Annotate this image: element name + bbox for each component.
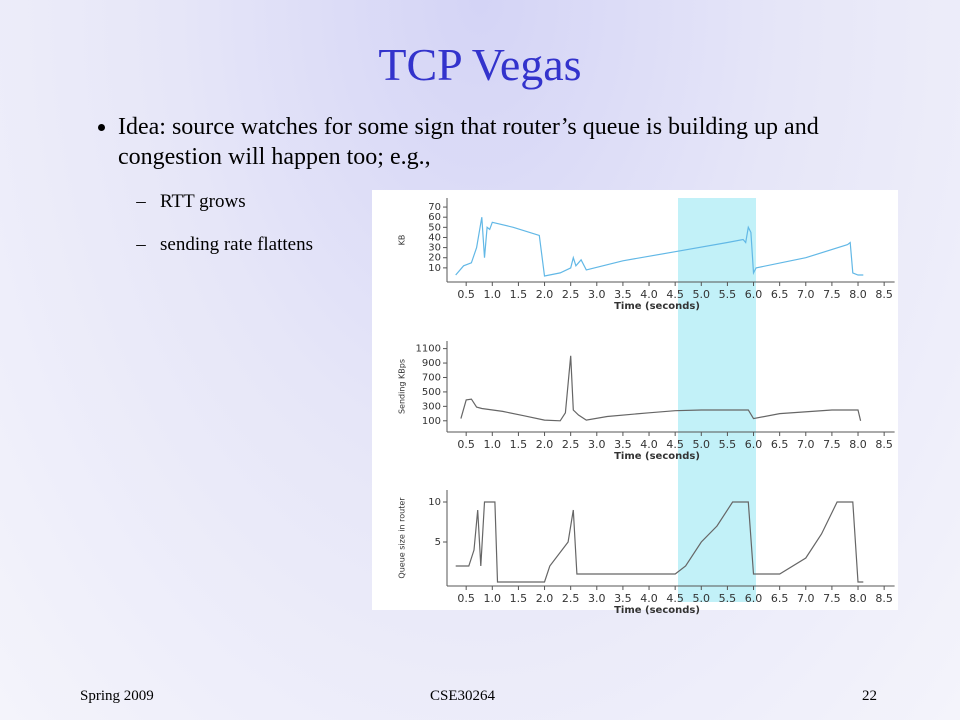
x-tick-label: 3.5 <box>614 438 632 451</box>
x-tick-label: 4.0 <box>640 438 658 451</box>
x-tick-label: 3.0 <box>588 592 606 605</box>
x-tick-label: 2.5 <box>562 438 580 451</box>
x-tick-label: 8.5 <box>875 438 893 451</box>
y-axis-label: Sending KBps <box>398 359 407 414</box>
y-tick-label: 100 <box>422 416 441 427</box>
x-tick-label: 7.5 <box>823 288 841 301</box>
highlight-band <box>678 198 756 602</box>
y-tick-label: 900 <box>422 358 441 369</box>
y-tick-label: 50 <box>428 222 441 233</box>
x-tick-label: 6.5 <box>771 288 789 301</box>
y-axis-label: KB <box>398 235 407 246</box>
x-tick-label: 5.0 <box>693 288 711 301</box>
chart-panel <box>372 190 898 610</box>
data-line <box>455 501 864 583</box>
data-line <box>455 217 864 277</box>
x-tick-label: 5.5 <box>719 438 737 451</box>
x-tick-label: 2.0 <box>536 288 554 301</box>
x-tick-label: 3.5 <box>614 592 632 605</box>
x-tick-label: 5.5 <box>719 592 737 605</box>
x-tick-label: 3.5 <box>614 288 632 301</box>
x-tick-label: 5.0 <box>693 438 711 451</box>
y-tick-label: 30 <box>428 243 441 254</box>
y-tick-label: 300 <box>422 401 441 412</box>
x-tick-label: 6.5 <box>771 592 789 605</box>
y-tick-label: 5 <box>435 537 441 548</box>
x-tick-label: 0.5 <box>457 592 475 605</box>
x-tick-label: 7.5 <box>823 438 841 451</box>
x-tick-label: 5.0 <box>693 592 711 605</box>
x-tick-label: 0.5 <box>457 288 475 301</box>
x-tick-label: 6.0 <box>745 592 763 605</box>
sub-bullet-list: RTT grows sending rate flattens <box>118 180 918 266</box>
x-tick-label: 1.0 <box>484 288 502 301</box>
x-tick-label: 2.0 <box>536 592 554 605</box>
footer-right: 22 <box>862 688 877 704</box>
x-tick-label: 4.0 <box>640 288 658 301</box>
x-tick-label: 2.0 <box>536 438 554 451</box>
x-tick-label: 3.0 <box>588 438 606 451</box>
x-axis-label: Time (seconds) <box>614 605 700 616</box>
y-tick-label: 10 <box>428 497 441 508</box>
x-axis-label: Time (seconds) <box>614 301 700 312</box>
x-tick-label: 3.0 <box>588 288 606 301</box>
x-tick-label: 4.0 <box>640 592 658 605</box>
x-tick-label: 4.5 <box>666 288 684 301</box>
x-tick-label: 1.5 <box>510 592 528 605</box>
x-tick-label: 1.5 <box>510 288 528 301</box>
x-tick-label: 7.0 <box>797 288 815 301</box>
bullet: Idea: source watches for some sign that … <box>118 112 918 266</box>
x-tick-label: 2.5 <box>562 288 580 301</box>
x-tick-label: 4.5 <box>666 592 684 605</box>
bullet-list: Idea: source watches for some sign that … <box>80 112 918 266</box>
x-tick-label: 6.0 <box>745 288 763 301</box>
data-line <box>460 355 862 422</box>
y-tick-label: 700 <box>422 372 441 383</box>
x-tick-label: 7.0 <box>797 438 815 451</box>
y-tick-label: 1100 <box>416 344 441 355</box>
x-tick-label: 8.0 <box>849 438 867 451</box>
sub-bullet: sending rate flattens <box>160 223 918 266</box>
sub-bullet: RTT grows <box>160 180 918 223</box>
x-tick-label: 4.5 <box>666 438 684 451</box>
x-tick-label: 2.5 <box>562 592 580 605</box>
y-tick-label: 500 <box>422 387 441 398</box>
slide-title: TCP Vegas <box>378 39 582 90</box>
x-tick-label: 1.0 <box>484 592 502 605</box>
y-tick-label: 40 <box>428 232 441 243</box>
x-axis-label: Time (seconds) <box>614 451 700 462</box>
x-tick-label: 6.5 <box>771 438 789 451</box>
y-axis-label: Queue size in router <box>398 497 407 579</box>
x-tick-label: 7.5 <box>823 592 841 605</box>
x-tick-label: 8.5 <box>875 288 893 301</box>
y-tick-label: 10 <box>428 263 441 274</box>
x-tick-label: 5.5 <box>719 288 737 301</box>
y-tick-label: 60 <box>428 212 441 223</box>
x-tick-label: 8.0 <box>849 288 867 301</box>
y-tick-label: 20 <box>428 253 441 264</box>
bullet-text: Idea: source watches for some sign that … <box>118 114 819 170</box>
x-tick-label: 7.0 <box>797 592 815 605</box>
x-tick-label: 1.0 <box>484 438 502 451</box>
footer-left: Spring 2009 <box>80 688 154 704</box>
x-tick-label: 6.0 <box>745 438 763 451</box>
y-tick-label: 70 <box>428 202 441 213</box>
x-tick-label: 0.5 <box>457 438 475 451</box>
x-tick-label: 8.0 <box>849 592 867 605</box>
x-tick-label: 8.5 <box>875 592 893 605</box>
footer-center: CSE30264 <box>430 688 496 704</box>
x-tick-label: 1.5 <box>510 438 528 451</box>
